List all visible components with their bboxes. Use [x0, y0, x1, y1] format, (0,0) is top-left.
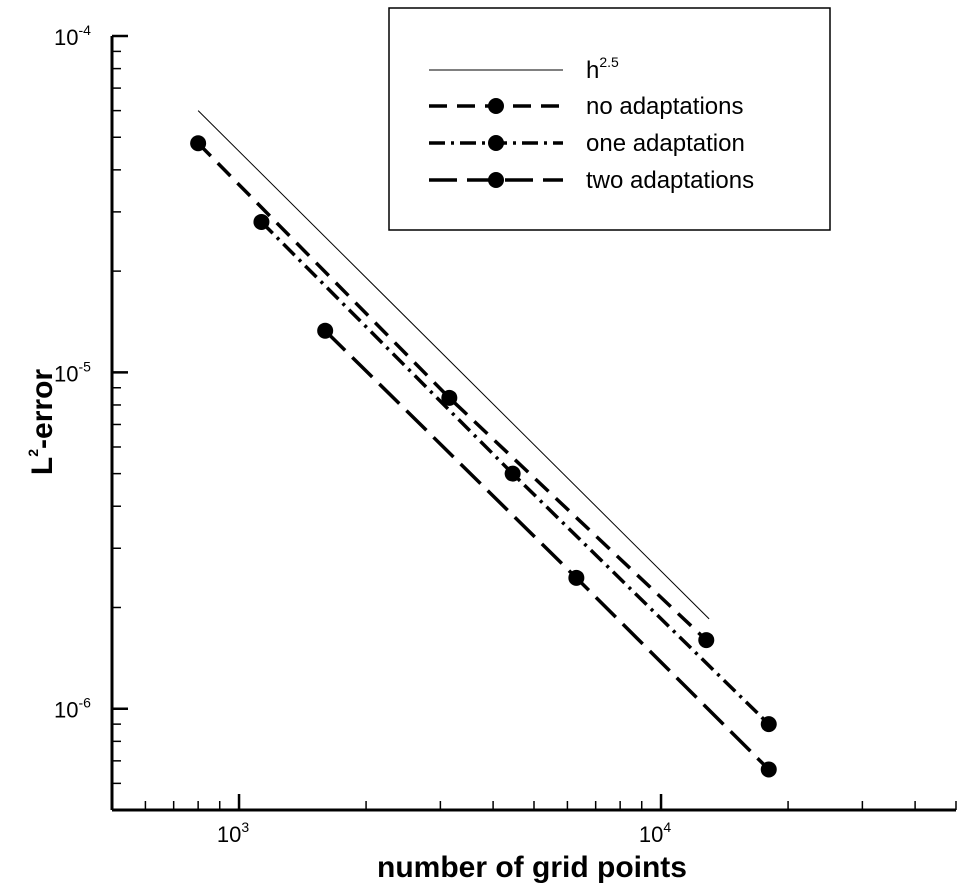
y-tick-label-exp: -4 — [78, 22, 91, 38]
x-tick-label-exp: 3 — [241, 819, 249, 835]
reference-line — [197, 110, 710, 620]
legend-label-reference-base: h — [586, 57, 599, 84]
legend-label-two-adaptations: two adaptations — [586, 167, 754, 194]
y-tick-label-base: 10 — [54, 25, 78, 50]
y-tick-label: 10-4 — [54, 22, 91, 50]
series-line-two-adaptations — [323, 329, 770, 771]
y-axis-title-rest: -error — [26, 369, 59, 449]
y-axis-title: L2-error — [25, 369, 59, 475]
data-point-two-adaptations — [568, 569, 585, 586]
legend-label-reference: h2.5 — [586, 54, 619, 84]
data-point-no-adaptations — [190, 135, 207, 152]
legend-label-reference-sup: 2.5 — [599, 54, 619, 70]
legend-box — [388, 7, 831, 231]
y-tick-label: 10-5 — [54, 358, 91, 386]
x-tick-label-exp: 4 — [663, 819, 671, 835]
data-point-two-adaptations — [760, 761, 777, 778]
data-point-no-adaptations — [441, 389, 458, 406]
data-point-no-adaptations — [698, 632, 715, 649]
ticks — [111, 34, 957, 811]
legend-marker-no-adaptations — [488, 98, 504, 114]
x-tick-label: 103 — [217, 819, 249, 847]
y-axis-title-sup: 2 — [25, 449, 41, 457]
legend: h2.5 no adaptations one adaptation two a… — [388, 7, 831, 231]
series-line-no-adaptations — [196, 141, 708, 642]
legend-marker-two-adaptations — [488, 172, 504, 188]
legend-label-no-adaptations: no adaptations — [586, 93, 743, 120]
y-tick-label-exp: -6 — [78, 695, 91, 711]
y-axis-title-base: L — [26, 457, 59, 475]
legend-marker-one-adaptation — [488, 135, 504, 151]
x-axis-title: number of grid points — [377, 851, 687, 884]
data-point-two-adaptations — [317, 322, 334, 339]
x-tick-label-base: 10 — [639, 822, 663, 847]
y-tick-label: 10-6 — [54, 695, 91, 723]
y-tick-label-exp: -5 — [78, 358, 91, 374]
plot-markers — [190, 135, 777, 778]
legend-label-one-adaptation: one adaptation — [586, 130, 745, 157]
data-point-one-adaptation — [504, 465, 521, 482]
y-tick-label-base: 10 — [54, 698, 78, 723]
x-tick-label-base: 10 — [217, 822, 241, 847]
x-tick-label: 104 — [639, 819, 671, 847]
data-point-one-adaptation — [253, 213, 270, 230]
data-point-one-adaptation — [760, 716, 777, 733]
y-tick-label-base: 10 — [54, 361, 78, 386]
